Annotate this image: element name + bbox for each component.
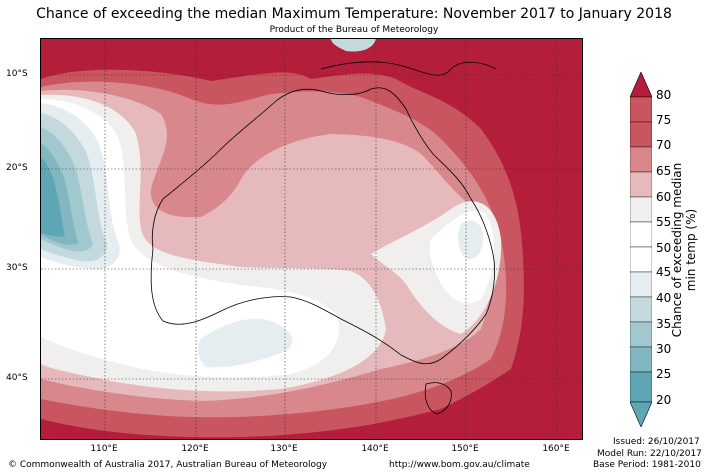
- colorbar-swatch-25-30: [630, 346, 652, 373]
- lon-label-110e: 110°E: [90, 444, 118, 454]
- colorbar: [630, 72, 652, 427]
- colorbar-tick-45: 45: [656, 265, 672, 279]
- colorbar-tick-50: 50: [656, 241, 672, 255]
- map-title: Chance of exceeding the median Maximum T…: [36, 6, 672, 22]
- lat-label-30s: 30°S: [6, 263, 28, 273]
- colorbar-tick-30: 30: [656, 342, 672, 356]
- colorbar-swatch-20-25: [630, 371, 652, 403]
- colorbar-swatch-75-80: [630, 96, 652, 123]
- colorbar-tick-40: 40: [656, 291, 672, 305]
- colorbar-tick-70: 70: [656, 138, 672, 152]
- colorbar-swatch-35-40: [630, 296, 652, 323]
- lon-label-120e: 120°E: [181, 444, 209, 454]
- colorbar-tick-25: 25: [656, 367, 672, 381]
- colorbar-title: Chance of exceeding median min temp (%): [670, 162, 698, 338]
- contour-png-patch: [331, 39, 376, 52]
- lat-label-20s: 20°S: [6, 163, 28, 173]
- contour-40-east: [458, 220, 484, 260]
- new-guinea-coastline: [320, 61, 497, 76]
- colorbar-swatch-50-55: [630, 221, 652, 248]
- tasmania-coastline: [424, 382, 452, 415]
- map-subtitle: Product of the Bureau of Meteorology: [269, 25, 439, 35]
- lon-label-130e: 130°E: [270, 444, 298, 454]
- colorbar-swatch-70-75: [630, 121, 652, 148]
- issued-date: Issued: 26/10/2017: [613, 437, 700, 447]
- probability-map: [40, 38, 583, 440]
- lat-label-40s: 40°S: [6, 373, 28, 383]
- colorbar-swatch-55-60: [630, 196, 652, 223]
- colorbar-swatch-40-45: [630, 271, 652, 298]
- model-run-date: Model Run: 22/10/2017: [597, 449, 702, 459]
- colorbar-swatch-45-50: [630, 246, 652, 273]
- base-period: Base Period: 1981-2010: [593, 460, 701, 470]
- australia-coastline: [150, 87, 495, 365]
- colorbar-tick-60: 60: [656, 190, 672, 204]
- colorbar-top-arrow: [630, 72, 652, 98]
- colorbar-tick-65: 65: [656, 164, 672, 178]
- contour-50: [41, 99, 339, 378]
- colorbar-tick-20: 20: [656, 393, 672, 407]
- map-svg: [41, 39, 582, 439]
- lon-label-140e: 140°E: [361, 444, 389, 454]
- contour-20: [41, 157, 65, 237]
- bom-url[interactable]: http://www.bom.gov.au/climate: [389, 460, 530, 470]
- colorbar-swatch-30-35: [630, 321, 652, 348]
- colorbar-bottom-arrow: [630, 401, 652, 427]
- graticule: [41, 39, 582, 439]
- colorbar-tick-35: 35: [656, 317, 672, 331]
- colorbar-tick-55: 55: [656, 215, 672, 229]
- colorbar-tick-75: 75: [656, 113, 672, 127]
- colorbar-swatch-65-70: [630, 146, 652, 173]
- colorbar-swatch-60-65: [630, 171, 652, 198]
- lon-label-160e: 160°E: [542, 444, 570, 454]
- lat-label-10s: 10°S: [6, 69, 28, 79]
- lon-label-150e: 150°E: [451, 444, 479, 454]
- copyright-text: © Commonwealth of Australia 2017, Austra…: [8, 460, 328, 470]
- colorbar-tick-80: 80: [656, 88, 672, 102]
- contour-40-south: [197, 318, 293, 368]
